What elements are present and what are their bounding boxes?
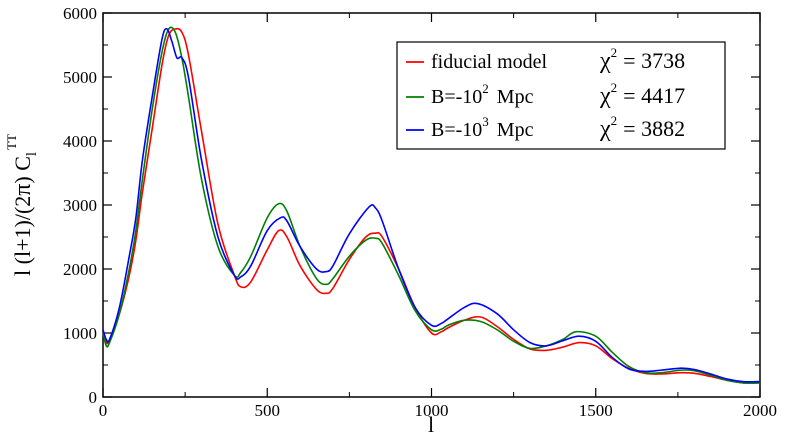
x-tick-label: 500 (255, 401, 281, 420)
y-tick-label: 5000 (63, 68, 97, 87)
y-tick-labels: 0 1000 2000 3000 4000 5000 6000 (63, 4, 97, 407)
legend-entry: B=-103 Mpc χ2 = 3882 (406, 113, 685, 142)
y-tick-label: 4000 (63, 132, 97, 151)
legend-entry: fiducial model χ2 = 3738 (406, 45, 685, 74)
x-tick-labels: 0 500 1000 1500 2000 (99, 401, 777, 420)
series-lines (102, 26, 761, 384)
series-line-b-100 (102, 26, 761, 384)
y-tick-label: 0 (89, 388, 98, 407)
svg-text:l (l+1)/(2π) ClTT: l (l+1)/(2π) ClTT (4, 134, 40, 276)
y-tick-label: 3000 (63, 196, 97, 215)
x-tick-label: 1000 (415, 401, 449, 420)
y-axis-label: l (l+1)/(2π) ClTT (4, 134, 40, 276)
legend-label: fiducial model (431, 51, 548, 73)
legend-chi2: χ2 = 3882 (599, 113, 685, 142)
x-tick-marks (102, 13, 761, 397)
legend-chi2: χ2 = 4417 (599, 80, 685, 109)
y-tick-label: 1000 (63, 324, 97, 343)
y-tick-marks (103, 12, 760, 398)
y-tick-label: 2000 (63, 260, 97, 279)
legend-chi2: χ2 = 3738 (599, 45, 685, 74)
legend-entry: B=-102 Mpc χ2 = 4417 (406, 80, 685, 109)
series-line-b-1000 (102, 27, 761, 383)
legend-label: B=-103 Mpc (431, 114, 534, 141)
x-tick-label: 2000 (743, 401, 777, 420)
y-tick-label: 6000 (63, 4, 97, 23)
legend-box (396, 41, 726, 150)
x-tick-label: 1500 (579, 401, 613, 420)
x-axis-label: l (428, 412, 434, 433)
x-tick-label: 0 (99, 401, 108, 420)
legend-label: B=-102 Mpc (431, 81, 534, 108)
